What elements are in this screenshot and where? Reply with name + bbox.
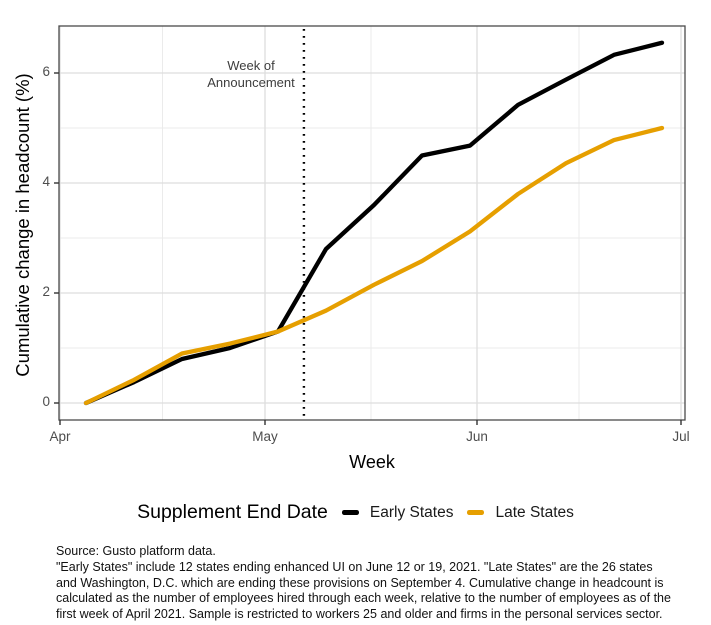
- legend-item-early-states: Early States: [341, 503, 454, 522]
- caption-line: calculated as the number of employees hi…: [56, 591, 671, 606]
- legend-item-late-states: Late States: [467, 503, 574, 522]
- announcement-annotation: Week of Announcement: [171, 57, 331, 91]
- legend: Supplement End Date Early States Late St…: [0, 501, 711, 524]
- y-tick-label: 2: [42, 284, 50, 299]
- y-axis-title: Cumulative change in headcount (%): [12, 73, 33, 377]
- late-states-line: [83, 125, 665, 406]
- y-tick-label: 0: [42, 394, 50, 409]
- y-tick-label: 6: [42, 64, 50, 79]
- chart-canvas: [54, 25, 686, 425]
- y-tick-label: 4: [42, 174, 50, 189]
- source-caption: Source: Gusto platform data. "Early Stat…: [56, 544, 706, 623]
- caption-line: "Early States" include 12 states ending …: [56, 559, 653, 574]
- x-tick-label: Jun: [466, 429, 488, 444]
- annotation-line1: Week of: [227, 58, 275, 73]
- x-axis-title: Week: [349, 452, 395, 472]
- panel-border: [58, 25, 686, 421]
- caption-line: and Washington, D.C. which are ending th…: [56, 575, 664, 590]
- x-tick-label: Jul: [672, 429, 690, 444]
- x-tick-label: Apr: [49, 429, 71, 444]
- caption-line: Source: Gusto platform data.: [56, 544, 216, 558]
- early-states-line-swatch: [341, 510, 359, 515]
- legend-label-late-states: Late States: [495, 503, 574, 521]
- caption-line: first week of April 2021. Sample is rest…: [56, 607, 663, 622]
- early-states-line: [83, 40, 665, 406]
- annotation-line2: Announcement: [207, 75, 295, 91]
- x-tick-label: May: [252, 429, 278, 444]
- legend-title: Supplement End Date: [137, 501, 328, 523]
- legend-label-early-states: Early States: [369, 503, 454, 521]
- late-states-line-swatch: [467, 510, 485, 515]
